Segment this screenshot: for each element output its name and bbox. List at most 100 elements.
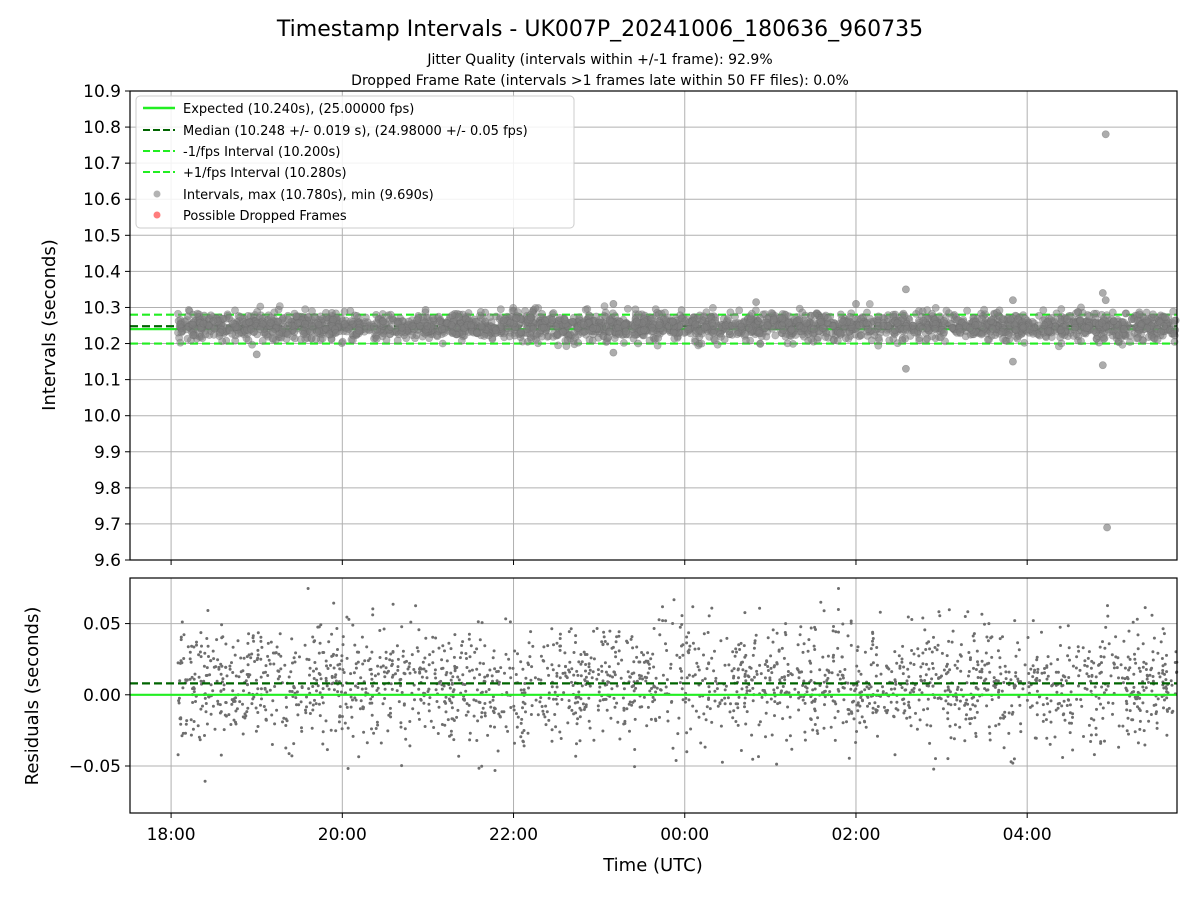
residual-point [444, 695, 448, 699]
residual-point [318, 641, 322, 645]
residual-point [362, 730, 366, 734]
interval-point [677, 306, 686, 314]
residual-point [464, 713, 468, 717]
outlier-point [902, 285, 910, 294]
residual-point [480, 764, 484, 768]
residual-point [465, 657, 468, 660]
residual-point [401, 649, 405, 653]
residual-point [757, 755, 760, 759]
residual-point [1102, 655, 1106, 659]
top-y-tick-label: 10.3 [83, 298, 121, 318]
residual-point [553, 690, 557, 694]
residual-point [645, 724, 649, 728]
residual-point [284, 696, 288, 699]
residual-point [1106, 614, 1110, 618]
interval-point [1097, 319, 1106, 327]
residual-point [251, 636, 255, 640]
residual-point [743, 705, 746, 709]
residual-point [661, 605, 664, 609]
bottom-residual-points [176, 587, 1179, 783]
residual-point [587, 665, 591, 669]
residual-point [797, 691, 800, 694]
residual-point [468, 655, 472, 659]
residual-point [555, 685, 559, 689]
residual-point [1160, 657, 1164, 660]
residual-point [195, 643, 198, 647]
interval-point [899, 309, 908, 318]
residual-point [834, 702, 838, 706]
residual-point [727, 663, 731, 667]
residual-point [370, 727, 373, 731]
residual-point [190, 675, 194, 679]
residual-point [1060, 704, 1064, 708]
residual-point [902, 697, 906, 701]
residual-point [408, 671, 412, 675]
residual-point [978, 670, 982, 674]
residual-point [338, 667, 342, 671]
interval-point [889, 310, 898, 319]
interval-point [787, 325, 796, 334]
residual-point [967, 717, 971, 721]
residual-point [1161, 669, 1165, 672]
residual-point [386, 729, 390, 733]
residual-point [825, 679, 829, 682]
residual-point [267, 658, 271, 662]
residual-point [349, 695, 353, 699]
residual-point [871, 643, 875, 647]
interval-point [438, 325, 447, 334]
residual-point [558, 730, 562, 734]
residual-point [1165, 733, 1169, 737]
residual-point [568, 660, 572, 664]
residual-point [543, 715, 547, 719]
residual-point [687, 698, 691, 702]
residual-point [955, 666, 959, 670]
interval-point [1097, 310, 1106, 319]
residual-point [527, 641, 531, 645]
interval-point [423, 321, 432, 330]
interval-point [1149, 310, 1157, 319]
residual-point [383, 697, 387, 700]
residual-point [671, 746, 675, 750]
residual-point [919, 665, 923, 669]
interval-point [1137, 320, 1146, 329]
residual-point [317, 625, 321, 629]
residual-point [889, 700, 893, 704]
residual-point [874, 674, 878, 678]
residual-point [1049, 662, 1053, 666]
residual-point [515, 712, 518, 716]
residual-point [728, 710, 732, 714]
residual-point [712, 669, 716, 673]
interval-point [346, 317, 355, 326]
residual-point [904, 688, 908, 692]
interval-point [721, 321, 730, 330]
interval-point [408, 322, 417, 330]
residual-point [434, 676, 438, 680]
residual-point [396, 657, 400, 661]
residual-point [646, 705, 650, 709]
residual-point [1089, 740, 1093, 743]
residual-point [461, 673, 465, 677]
residual-point [1041, 719, 1045, 723]
interval-point [274, 317, 282, 326]
interval-point [421, 305, 430, 314]
residual-point [976, 699, 980, 703]
residual-point [758, 720, 762, 724]
residual-point [453, 633, 457, 637]
residual-point [786, 670, 790, 673]
residual-point [273, 685, 277, 688]
residual-point [776, 702, 780, 706]
residual-point [862, 719, 866, 723]
residual-point [343, 721, 347, 725]
residual-point [906, 667, 910, 671]
residual-point [1106, 701, 1110, 705]
residual-point [1048, 742, 1052, 746]
residual-point [1035, 689, 1039, 693]
residual-point [259, 639, 263, 643]
interval-point [1020, 338, 1029, 347]
residual-point [933, 646, 937, 649]
residual-point [743, 611, 747, 615]
residual-point [907, 675, 911, 679]
residual-point [1001, 713, 1005, 717]
interval-point [433, 331, 441, 340]
residual-point [871, 639, 874, 643]
